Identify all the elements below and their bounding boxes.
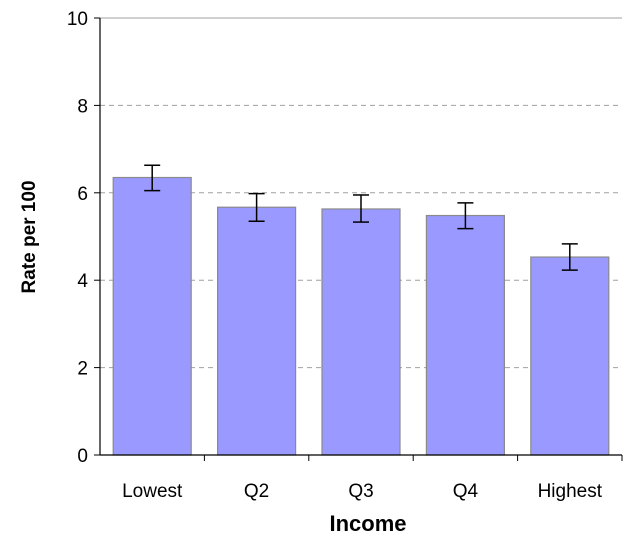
error-bars bbox=[144, 164, 578, 271]
bar-q3 bbox=[321, 208, 401, 456]
y-tick-label: 10 bbox=[67, 9, 88, 30]
y-tick-label: 6 bbox=[77, 184, 88, 205]
x-tick-label: Q2 bbox=[244, 481, 269, 502]
x-tick-labels: Lowest Q2 Q3 Q4 Highest bbox=[122, 481, 603, 502]
x-tick-label: Highest bbox=[538, 481, 603, 502]
bars bbox=[112, 176, 610, 456]
y-tick-label: 4 bbox=[77, 271, 88, 292]
y-tick-label: 0 bbox=[77, 446, 88, 467]
x-tick-label: Q3 bbox=[348, 481, 373, 502]
y-tick-label: 2 bbox=[77, 359, 88, 380]
bar-lowest bbox=[112, 176, 192, 456]
bar-q4 bbox=[425, 214, 505, 456]
y-axis-title: Rate per 100 bbox=[19, 180, 40, 293]
bar-highest bbox=[530, 256, 610, 456]
y-tick-labels: 0 2 4 6 8 10 bbox=[67, 9, 89, 467]
bar-q2 bbox=[217, 206, 297, 456]
y-tick-label: 8 bbox=[77, 96, 88, 117]
x-tick-label: Lowest bbox=[122, 481, 183, 502]
axes bbox=[94, 17, 623, 461]
x-tick-label: Q4 bbox=[453, 481, 479, 502]
x-axis-title: Income bbox=[329, 511, 406, 536]
